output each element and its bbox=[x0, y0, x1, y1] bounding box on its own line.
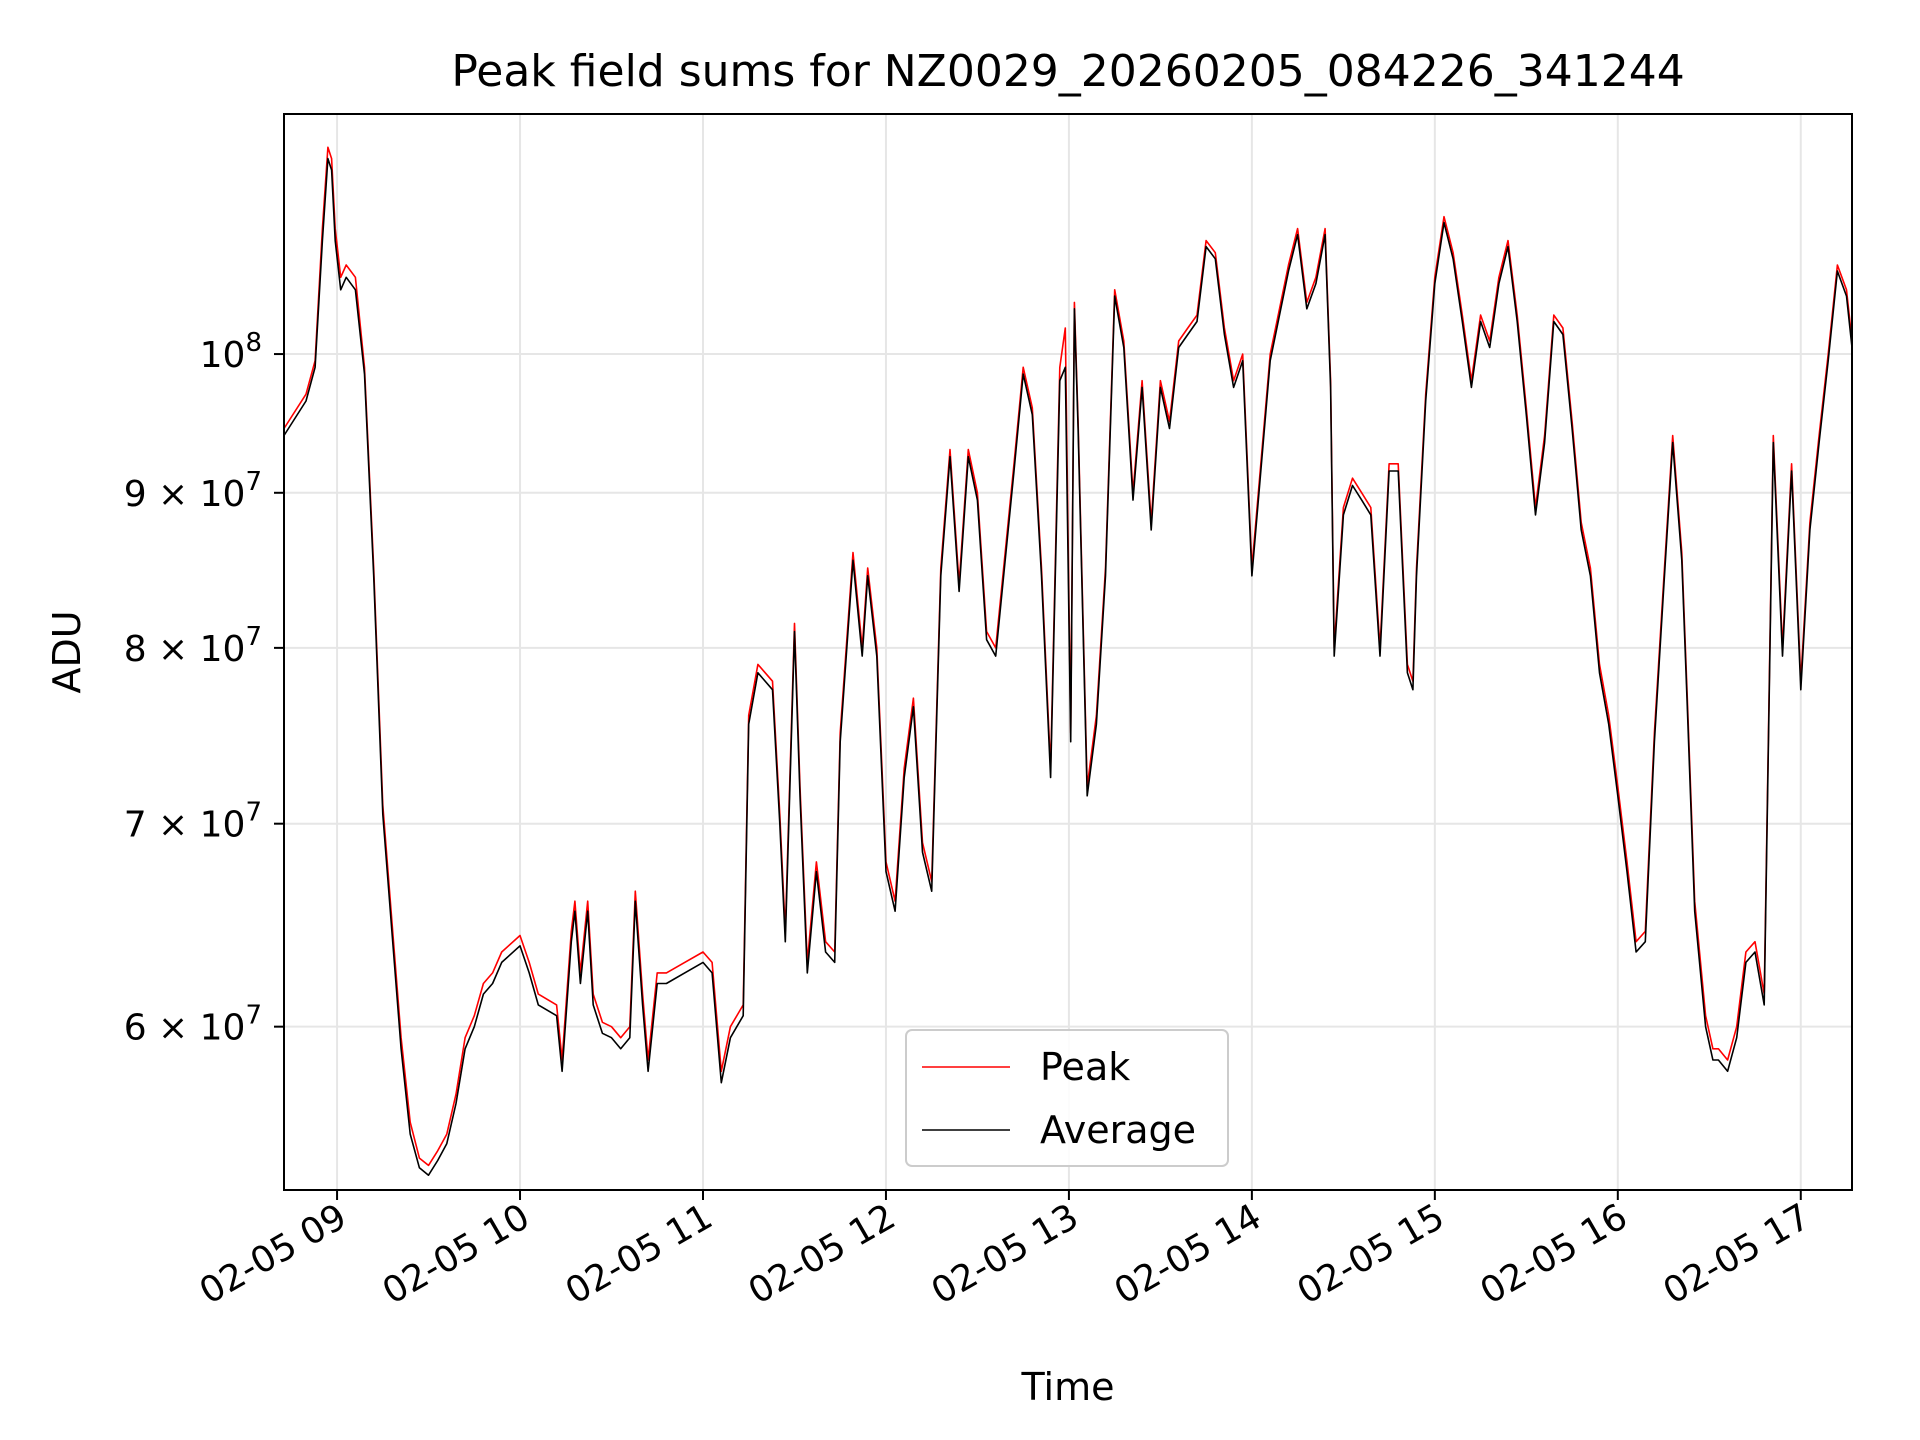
legend-peak-label: Peak bbox=[1040, 1045, 1130, 1089]
chart-title: Peak field sums for NZ0029_20260205_0842… bbox=[451, 46, 1684, 97]
y-tick-label: 6 × 107 bbox=[124, 1001, 262, 1049]
legend: Peak Average bbox=[905, 1029, 1229, 1167]
legend-average-label: Average bbox=[1040, 1108, 1196, 1152]
grid bbox=[284, 114, 1852, 1190]
legend-box bbox=[905, 1029, 1229, 1167]
y-tick-label: 8 × 107 bbox=[124, 622, 262, 670]
y-tick-label: 9 × 107 bbox=[124, 467, 262, 515]
series-layer bbox=[283, 146, 1853, 1176]
y-axis-title: ADU bbox=[45, 610, 89, 693]
x-axis-title: Time bbox=[1021, 1365, 1115, 1409]
series-line-average bbox=[283, 157, 1853, 1176]
y-tick-label: 7 × 107 bbox=[124, 798, 262, 846]
